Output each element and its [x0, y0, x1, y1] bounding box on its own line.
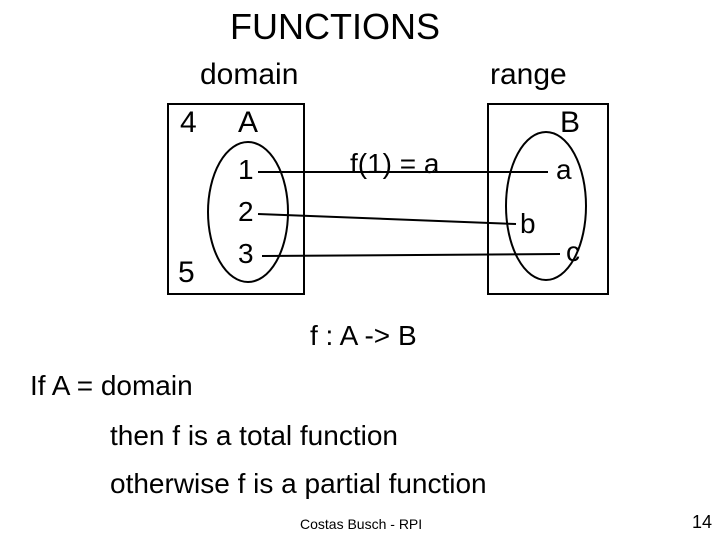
set-a-label: A: [238, 106, 258, 140]
edge-3c-icon: [262, 254, 560, 256]
set-a-elem-2: 2: [238, 196, 254, 228]
set-b-elem-a: a: [556, 154, 572, 186]
set-b-elem-c: c: [566, 236, 580, 268]
diagram-overlay: [0, 0, 720, 540]
set-b-label: B: [560, 106, 580, 140]
mapping-annotation: f(1) = a: [350, 148, 439, 180]
edge-2b-icon: [258, 214, 516, 224]
footer-author: Costas Busch - RPI: [300, 516, 422, 532]
set-a-outer-4: 4: [180, 106, 197, 140]
line-otherwise: otherwise f is a partial function: [110, 468, 487, 500]
set-b-elem-b: b: [520, 208, 536, 240]
line-if: If A = domain: [30, 370, 193, 402]
function-type-decl: f : A -> B: [310, 320, 417, 352]
set-a-elem-3: 3: [238, 238, 254, 270]
set-a-elem-1: 1: [238, 154, 254, 186]
line-then: then f is a total function: [110, 420, 398, 452]
slide-stage: FUNCTIONS domain range A 4 5 1 2 3 B a b…: [0, 0, 720, 540]
footer-page-number: 14: [692, 512, 712, 533]
range-header: range: [490, 58, 567, 92]
slide-title: FUNCTIONS: [230, 6, 440, 48]
set-a-outer-5: 5: [178, 256, 195, 290]
set-b-rect-icon: [488, 104, 608, 294]
domain-header: domain: [200, 58, 298, 92]
